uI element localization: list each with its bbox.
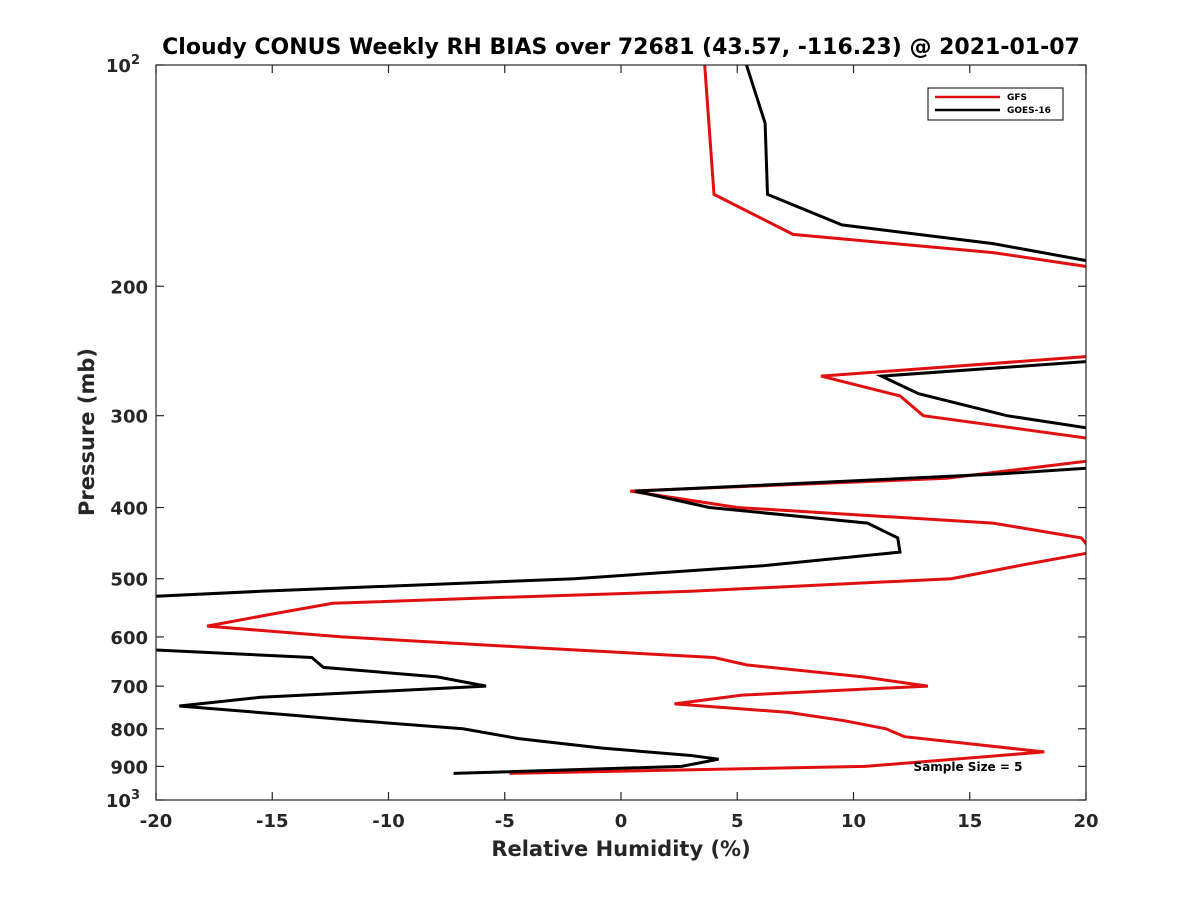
legend-box [927,87,1064,121]
plot-frame [155,64,1087,801]
chart-title: Cloudy CONUS Weekly RH BIAS over 72681 (… [162,35,1080,60]
y-axis: 102 200 300 400 500 600 700 800 900 103 [106,53,1086,812]
x-tick-label: 20 [1073,811,1098,832]
x-tick-label: -10 [372,811,405,832]
x-tick-label: -15 [256,811,289,832]
x-tick-label: -5 [495,811,515,832]
x-tick-label: 5 [731,811,744,832]
x-tick-label: -20 [140,811,173,832]
y-tick-label: 103 [106,788,140,812]
y-tick-label: 900 [110,757,148,778]
legend: GFS GOES-16 [927,87,1064,121]
x-axis-label: Relative Humidity (%) [491,837,750,861]
legend-label-gfs: GFS [1007,93,1027,103]
y-tick-label: 600 [110,628,148,649]
series-line-goes-16 [156,65,1086,775]
y-tick-label: 300 [110,407,148,428]
series-line-gfs [206,65,1086,775]
x-axis: -20 -15 -10 -5 0 5 10 15 20 [140,65,1099,832]
y-axis-label: Pressure (mb) [75,348,99,516]
y-tick-label: 800 [110,720,148,741]
legend-label-goes16: GOES-16 [1007,106,1051,116]
series-layer [156,65,1086,775]
x-tick-label: 10 [841,811,866,832]
x-tick-label: 15 [957,811,982,832]
x-tick-label: 0 [615,811,628,832]
y-tick-label: 102 [106,53,140,77]
y-tick-label: 400 [110,499,148,520]
y-tick-label: 200 [110,277,148,298]
sample-size-annotation: Sample Size = 5 [914,760,1023,774]
y-tick-label: 700 [110,677,148,698]
y-tick-label: 500 [110,570,148,591]
